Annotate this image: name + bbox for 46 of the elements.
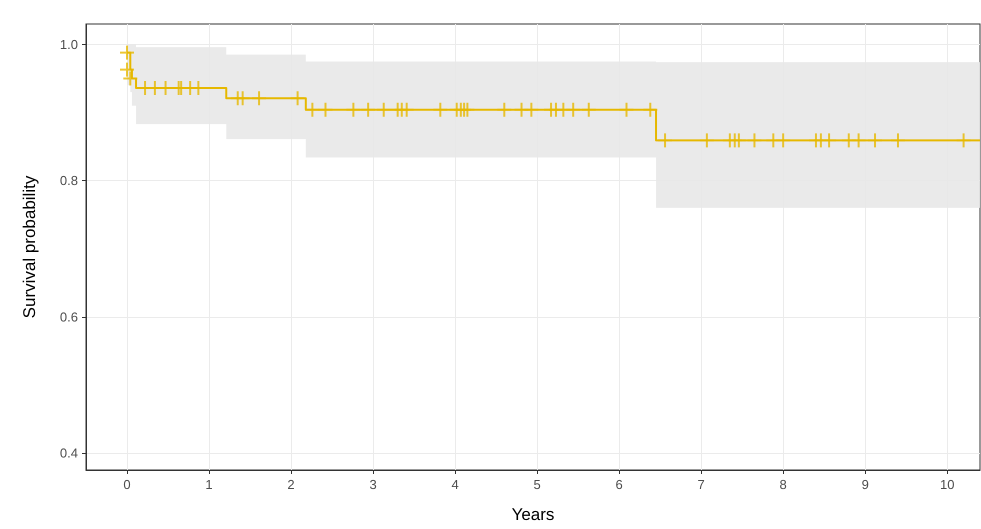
x-tick-label: 9 <box>862 477 869 492</box>
x-tick-label: 6 <box>616 477 623 492</box>
point <box>496 102 512 118</box>
point <box>360 102 376 118</box>
x-tick-label: 3 <box>369 477 377 492</box>
point <box>376 102 392 118</box>
point <box>345 102 362 118</box>
point <box>775 132 792 148</box>
point <box>119 44 136 61</box>
point <box>580 102 597 118</box>
x-tick-label: 0 <box>123 477 131 492</box>
x-tick-label: 8 <box>780 477 787 492</box>
x-tick-label: 5 <box>533 477 541 492</box>
point <box>119 62 136 78</box>
point <box>867 132 884 148</box>
point <box>956 132 972 148</box>
point <box>821 132 838 148</box>
x-tick-label: 4 <box>451 477 459 492</box>
point <box>730 132 747 148</box>
point <box>317 102 334 118</box>
y-tick-label: 0.8 <box>60 173 78 188</box>
x-tick-label: 2 <box>287 477 295 492</box>
point <box>657 132 674 148</box>
point <box>642 102 658 118</box>
point <box>698 132 715 148</box>
point <box>618 102 634 118</box>
x-tick-label: 1 <box>205 477 213 492</box>
point <box>304 102 320 118</box>
point <box>565 102 582 118</box>
point <box>432 102 448 118</box>
x-axis-title: Years <box>512 505 554 524</box>
point <box>251 90 268 106</box>
y-tick-label: 1.0 <box>60 36 78 52</box>
point <box>290 90 306 106</box>
point <box>234 90 251 106</box>
point <box>850 132 867 148</box>
point <box>398 102 415 118</box>
y-axis-title: Survival probability <box>20 175 39 318</box>
x-tick-label: 7 <box>698 477 705 492</box>
x-tick-label: 10 <box>940 477 954 492</box>
point <box>746 132 762 148</box>
y-tick-label: 0.6 <box>60 309 78 324</box>
y-tick-label: 0.4 <box>60 445 78 460</box>
point <box>523 102 540 118</box>
point <box>122 70 138 86</box>
point <box>890 132 906 148</box>
